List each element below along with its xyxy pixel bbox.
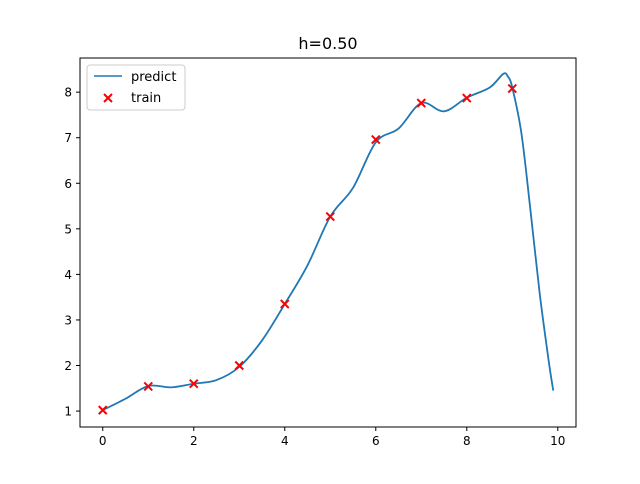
train-point <box>98 405 108 415</box>
x-tick-label: 8 <box>463 434 471 448</box>
train-point <box>189 379 199 389</box>
legend: predict train <box>86 64 186 111</box>
legend-label-train: train <box>131 91 161 106</box>
chart-title: h=0.50 <box>298 34 357 53</box>
train-point <box>416 98 426 108</box>
train-point <box>462 93 472 103</box>
y-axis: 1 2 3 4 5 6 7 8 <box>64 86 80 419</box>
y-tick-label: 8 <box>64 86 72 100</box>
y-tick-label: 3 <box>64 313 72 327</box>
y-tick-label: 6 <box>64 177 72 191</box>
x-tick-label: 0 <box>99 434 107 448</box>
y-tick-label: 2 <box>64 359 72 373</box>
legend-label-predict: predict <box>131 70 176 85</box>
plot-area <box>98 72 555 415</box>
x-axis: 0 2 4 6 8 10 <box>99 427 565 448</box>
x-tick-label: 6 <box>372 434 380 448</box>
y-tick-label: 5 <box>64 222 72 236</box>
train-point <box>143 381 153 392</box>
y-tick-label: 1 <box>64 405 72 419</box>
train-point <box>280 299 290 309</box>
legend-marker-train <box>103 93 113 103</box>
y-tick-label: 4 <box>64 268 72 282</box>
y-tick-label: 7 <box>64 131 72 145</box>
axes-frame <box>79 57 577 428</box>
train-point <box>325 211 335 222</box>
train-point <box>507 83 518 94</box>
train-point <box>371 134 381 145</box>
x-tick-label: 2 <box>190 434 198 448</box>
x-tick-label: 4 <box>281 434 289 448</box>
train-point <box>234 360 244 371</box>
series-line-predict <box>102 72 555 411</box>
x-tick-label: 10 <box>550 434 565 448</box>
